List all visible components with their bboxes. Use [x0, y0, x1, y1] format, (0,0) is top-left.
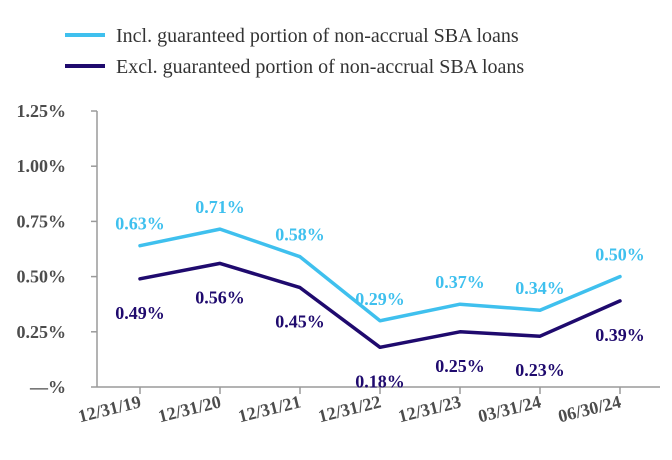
x-tick-label: 12/31/19 — [76, 391, 143, 426]
legend: Incl. guaranteed portion of non-accrual … — [65, 25, 524, 78]
data-label-2: 0.39% — [595, 325, 645, 345]
x-tick-label: 12/31/22 — [316, 391, 383, 426]
data-label-2: 0.18% — [355, 371, 405, 391]
data-label-2: 0.23% — [515, 360, 565, 380]
data-label-2: 0.25% — [435, 356, 485, 376]
series-line-2 — [138, 261, 622, 350]
x-tick-label: 06/30/24 — [556, 391, 623, 426]
data-label-2: 0.56% — [195, 287, 245, 307]
y-tick-label: —% — [29, 377, 66, 397]
y-tick-label: 1.00% — [17, 156, 67, 176]
x-tick-label: 03/31/24 — [476, 391, 543, 426]
y-tick-label: 0.25% — [17, 322, 67, 342]
legend-label-1: Incl. guaranteed portion of non-accrual … — [116, 25, 519, 47]
data-label-1: 0.63% — [115, 214, 165, 234]
data-label-1: 0.50% — [595, 245, 645, 265]
y-tick-label: 1.25% — [17, 101, 67, 121]
data-label-2: 0.45% — [275, 312, 325, 332]
x-tick-label: 12/31/21 — [236, 391, 303, 426]
x-tick-label: 12/31/23 — [396, 391, 463, 426]
data-labels: 0.63% 0.71% 0.58% 0.29% 0.37% 0.34% 0.50% 0.49%… — [115, 197, 645, 391]
y-tick-label: 0.75% — [17, 211, 67, 231]
data-label-1: 0.37% — [435, 272, 485, 292]
data-label-1: 0.29% — [355, 289, 405, 309]
data-label-1: 0.34% — [515, 278, 565, 298]
legend-label-2: Excl. guaranteed portion of non-accrual … — [116, 56, 524, 78]
y-tick-label: 0.50% — [17, 267, 67, 287]
data-label-1: 0.71% — [195, 197, 245, 217]
x-tick-label: 12/31/20 — [156, 391, 223, 426]
series-line-1 — [138, 227, 622, 323]
data-label-2: 0.49% — [115, 303, 165, 323]
series-lines — [138, 227, 622, 350]
data-label-1: 0.58% — [275, 225, 325, 245]
